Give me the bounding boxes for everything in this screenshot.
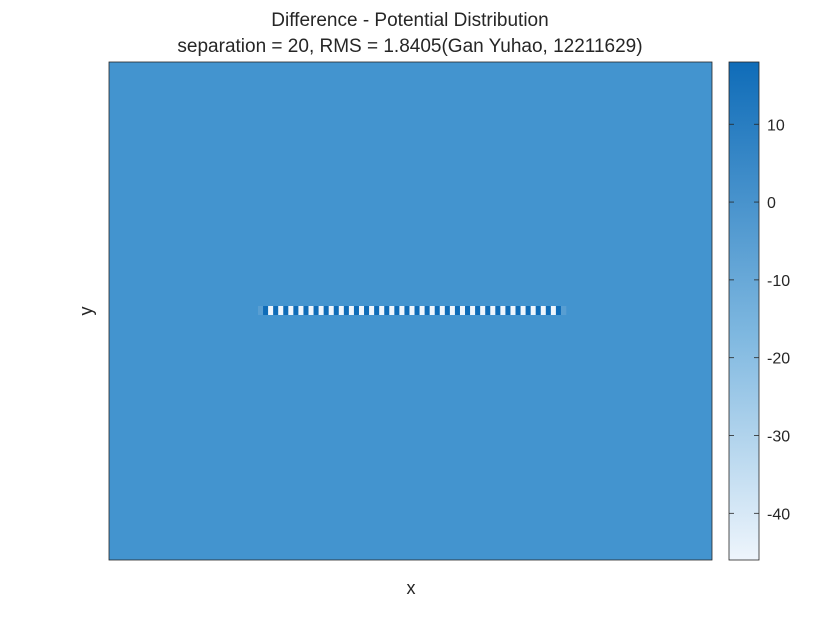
heatmap-cell <box>288 306 294 315</box>
heatmap-cell <box>505 306 511 315</box>
heatmap-cell <box>480 306 486 315</box>
heatmap-cell <box>389 306 395 315</box>
heatmap-cell <box>409 306 415 315</box>
heatmap-cell <box>263 306 269 315</box>
chart-subtitle: separation = 20, RMS = 1.8405(Gan Yuhao,… <box>177 36 642 57</box>
heatmap-cell <box>500 306 506 315</box>
heatmap-cell <box>338 306 345 315</box>
heatmap-cell <box>308 306 314 315</box>
heatmap-cell <box>444 306 451 315</box>
colorbar-gradient <box>729 62 759 560</box>
heatmap-cell <box>268 306 274 315</box>
colorbar: 10 0 -10 -20 -30 -40 <box>728 61 790 561</box>
heatmap-cell <box>550 306 557 315</box>
heatmap-cell <box>470 306 476 315</box>
colorbar-tick-label: -20 <box>767 351 790 368</box>
heatmap-cell <box>424 306 430 315</box>
heatmap-cell <box>414 306 420 315</box>
heatmap-cell <box>258 306 264 315</box>
heatmap-cell <box>465 306 471 315</box>
heatmap-cell <box>318 306 324 315</box>
heatmap-cell <box>545 306 552 315</box>
heatmap-cell <box>328 306 335 315</box>
heatmap-cell <box>485 306 491 315</box>
chart-title: Difference - Potential Distribution <box>271 10 548 31</box>
heatmap-cell <box>399 306 405 315</box>
heatmap-cell <box>525 306 531 315</box>
heatmap-cell <box>434 306 441 315</box>
heatmap-cell <box>343 306 350 315</box>
heatmap-cell <box>369 306 375 315</box>
heatmap-cell <box>364 306 370 315</box>
heatmap-cell <box>298 306 304 315</box>
heatmap-cell <box>555 306 562 315</box>
heatmap-cell <box>323 306 329 315</box>
heatmap-cell <box>540 306 547 315</box>
heatmap-cell <box>475 306 481 315</box>
heatmap-cell <box>495 306 501 315</box>
heatmap-cell <box>358 306 365 315</box>
plot-frame <box>108 61 713 561</box>
y-axis-label: y <box>76 307 96 316</box>
heatmap-cell <box>419 306 425 315</box>
colorbar-frame <box>728 61 760 561</box>
heatmap-line-feature <box>258 306 567 315</box>
heatmap-cell <box>283 306 289 315</box>
heatmap-cell <box>273 306 279 315</box>
heatmap-cell <box>353 306 360 315</box>
heatmap-cell <box>278 306 284 315</box>
heatmap-cell <box>454 306 461 315</box>
heatmap-cell <box>520 306 526 315</box>
heatmap-cell <box>404 306 410 315</box>
heatmap-cell <box>459 306 466 315</box>
heatmap-cell <box>348 306 355 315</box>
colorbar-tick-label: -10 <box>767 273 790 290</box>
heatmap-cell <box>439 306 446 315</box>
heatmap-cell <box>384 306 390 315</box>
heatmap-cell <box>490 306 496 315</box>
x-axis-label: x <box>407 578 416 598</box>
heatmap-cell <box>510 306 516 315</box>
heatmap-cell <box>449 306 456 315</box>
colorbar-tick-label: -40 <box>767 506 790 523</box>
plot-area <box>108 61 713 561</box>
heatmap-cell <box>535 306 542 315</box>
colorbar-tick-label: 10 <box>767 117 785 134</box>
heatmap-cell <box>515 306 521 315</box>
colorbar-tick-label: -30 <box>767 429 790 446</box>
heatmap-cell <box>293 306 299 315</box>
heatmap-cell <box>530 306 537 315</box>
heatmap-cell <box>313 306 319 315</box>
colorbar-ticks: 10 0 -10 -20 -30 -40 <box>729 117 790 523</box>
heatmap-cell <box>374 306 380 315</box>
heatmap-cell <box>333 306 340 315</box>
heatmap-cell <box>429 306 436 315</box>
heatmap-cell <box>303 306 309 315</box>
heatmap-cell <box>379 306 385 315</box>
colorbar-tick-label: 0 <box>767 195 776 212</box>
heatmap-cell <box>560 306 567 315</box>
heatmap-cell <box>394 306 400 315</box>
